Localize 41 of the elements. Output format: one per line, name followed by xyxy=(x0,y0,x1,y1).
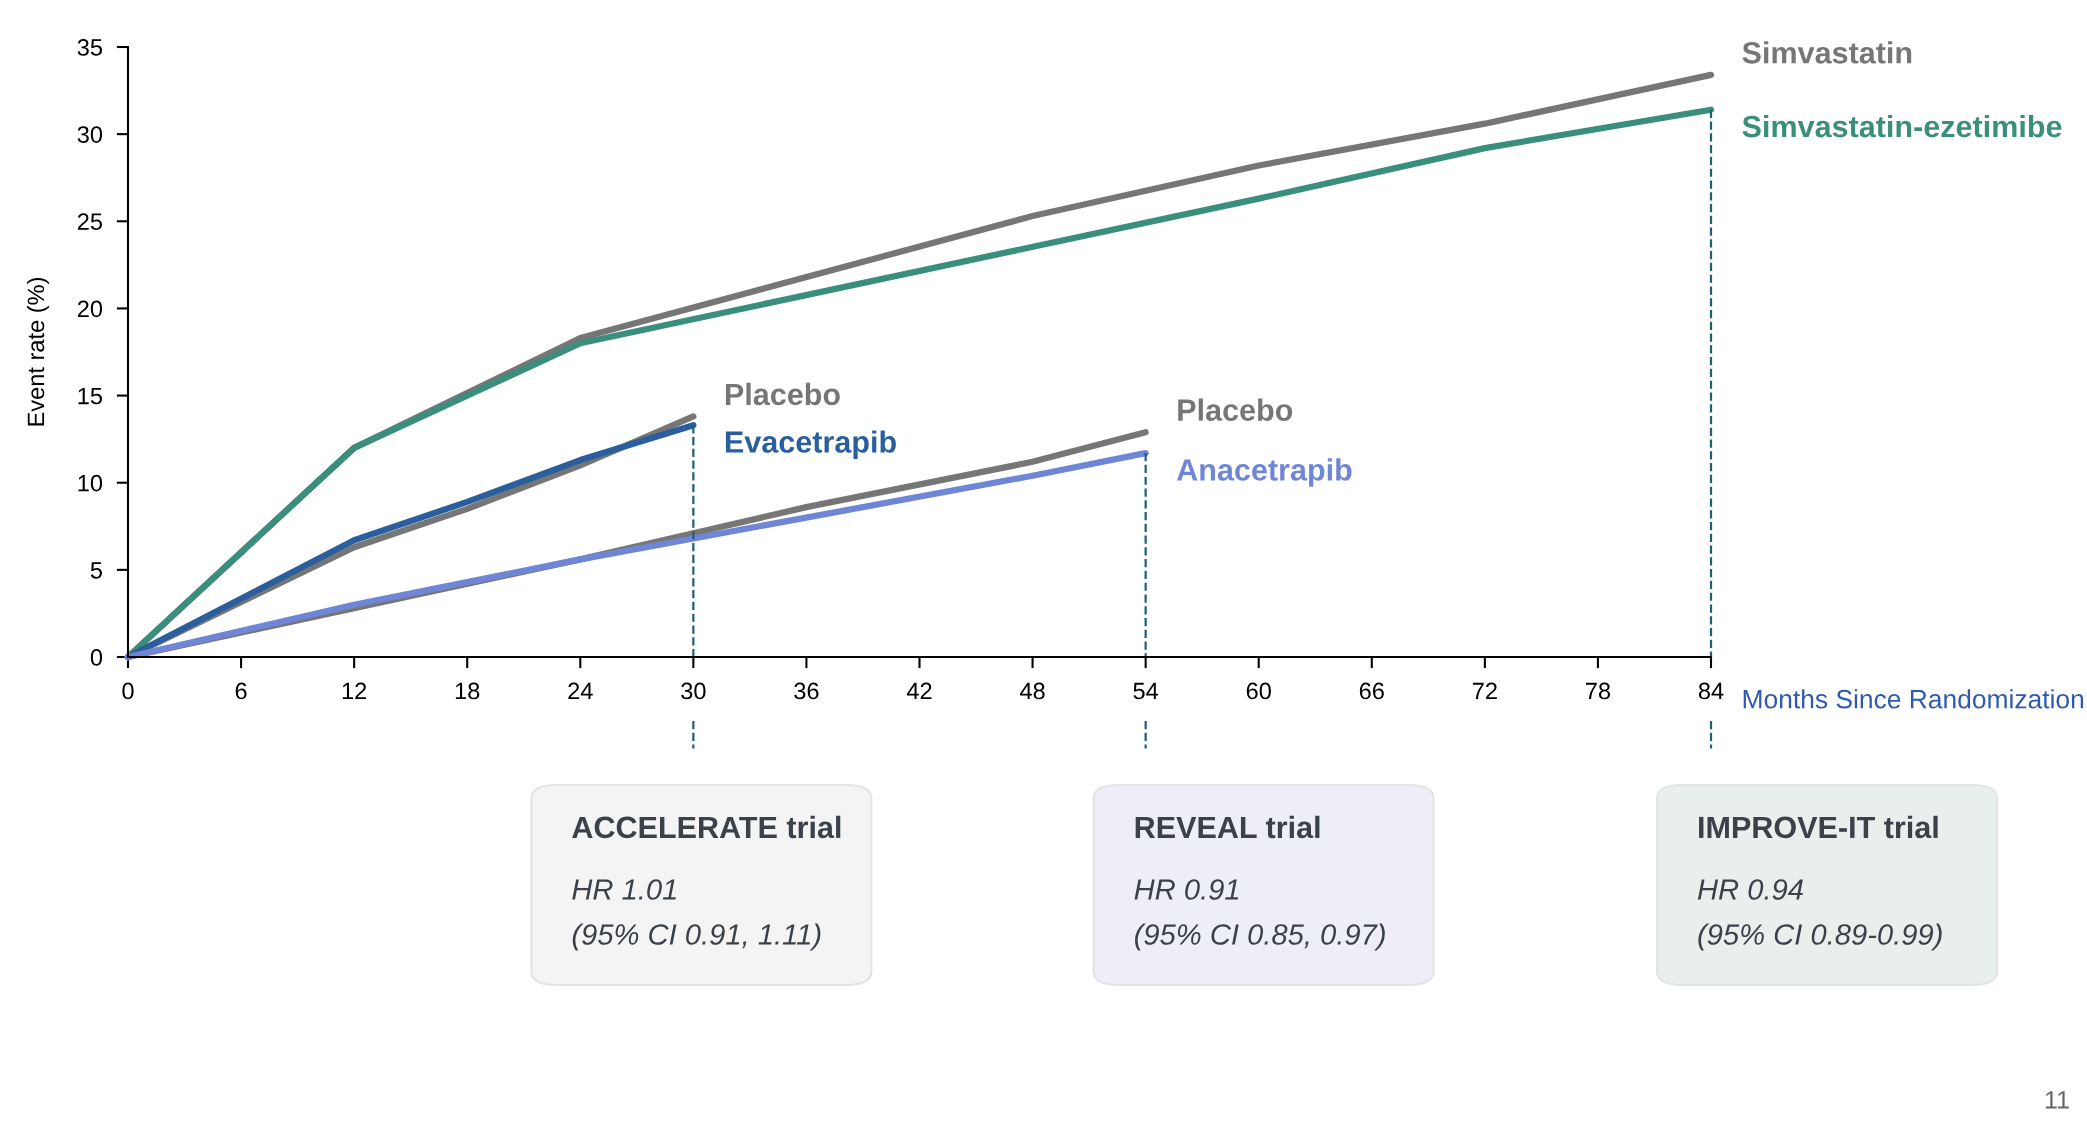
x-tick-label: 12 xyxy=(342,682,367,700)
text: HR 0.94 xyxy=(1697,879,1803,900)
x-tick-label: 60 xyxy=(1246,682,1271,700)
y-tick-label: 35 xyxy=(77,39,103,56)
x-tick-label: 84 xyxy=(1698,682,1724,700)
x-tick-label: 42 xyxy=(906,682,932,700)
x-tick-label: 0 xyxy=(122,682,134,700)
text: IMPROVE-IT trial xyxy=(1699,815,1938,839)
series-label: Evacetrapib xyxy=(725,430,896,459)
y-axis-title: Event rate (%) xyxy=(26,278,49,426)
text: (95% CI 0.91, 1.11) xyxy=(572,923,821,951)
series-label: Anacetrapib xyxy=(1176,458,1352,487)
series-label: Simvastatin-ezetimibe xyxy=(1742,114,2062,138)
series-label: Placebo xyxy=(1178,398,1293,421)
text: (95% CI 0.85, 0.97) xyxy=(1135,923,1385,951)
x-tick-label: 30 xyxy=(681,682,706,700)
text: (95% CI 0.89-0.99) xyxy=(1698,923,1942,951)
x-tick-label: 78 xyxy=(1586,682,1611,700)
text: HR 1.01 xyxy=(572,879,676,900)
x-tick-label: 66 xyxy=(1359,682,1384,700)
y-tick-label: 25 xyxy=(77,213,103,231)
x-tick-label: 24 xyxy=(568,682,593,700)
y-tick-label: 30 xyxy=(77,126,103,143)
x-tick-label: 6 xyxy=(235,682,247,700)
series-label: Simvastatin xyxy=(1742,41,1912,64)
series-label: Placebo xyxy=(725,382,840,406)
text: 11 xyxy=(2045,1091,2069,1109)
text: HR 0.91 xyxy=(1134,879,1239,900)
x-tick-label: 54 xyxy=(1133,682,1159,700)
y-tick-label: 5 xyxy=(90,562,103,579)
x-tick-label: 72 xyxy=(1472,682,1497,700)
y-tick-label: 10 xyxy=(78,474,103,492)
x-axis-title: Months Since Randomization xyxy=(1743,689,2084,709)
y-tick-label: 15 xyxy=(78,387,103,405)
y-tick-label: 0 xyxy=(90,649,103,666)
y-tick-label: 20 xyxy=(77,300,103,318)
x-tick-label: 18 xyxy=(455,682,480,700)
text: ACCELERATE trial xyxy=(572,815,841,839)
text: REVEAL trial xyxy=(1135,815,1320,839)
x-tick-label: 48 xyxy=(1019,682,1045,700)
x-tick-label: 36 xyxy=(794,682,819,700)
